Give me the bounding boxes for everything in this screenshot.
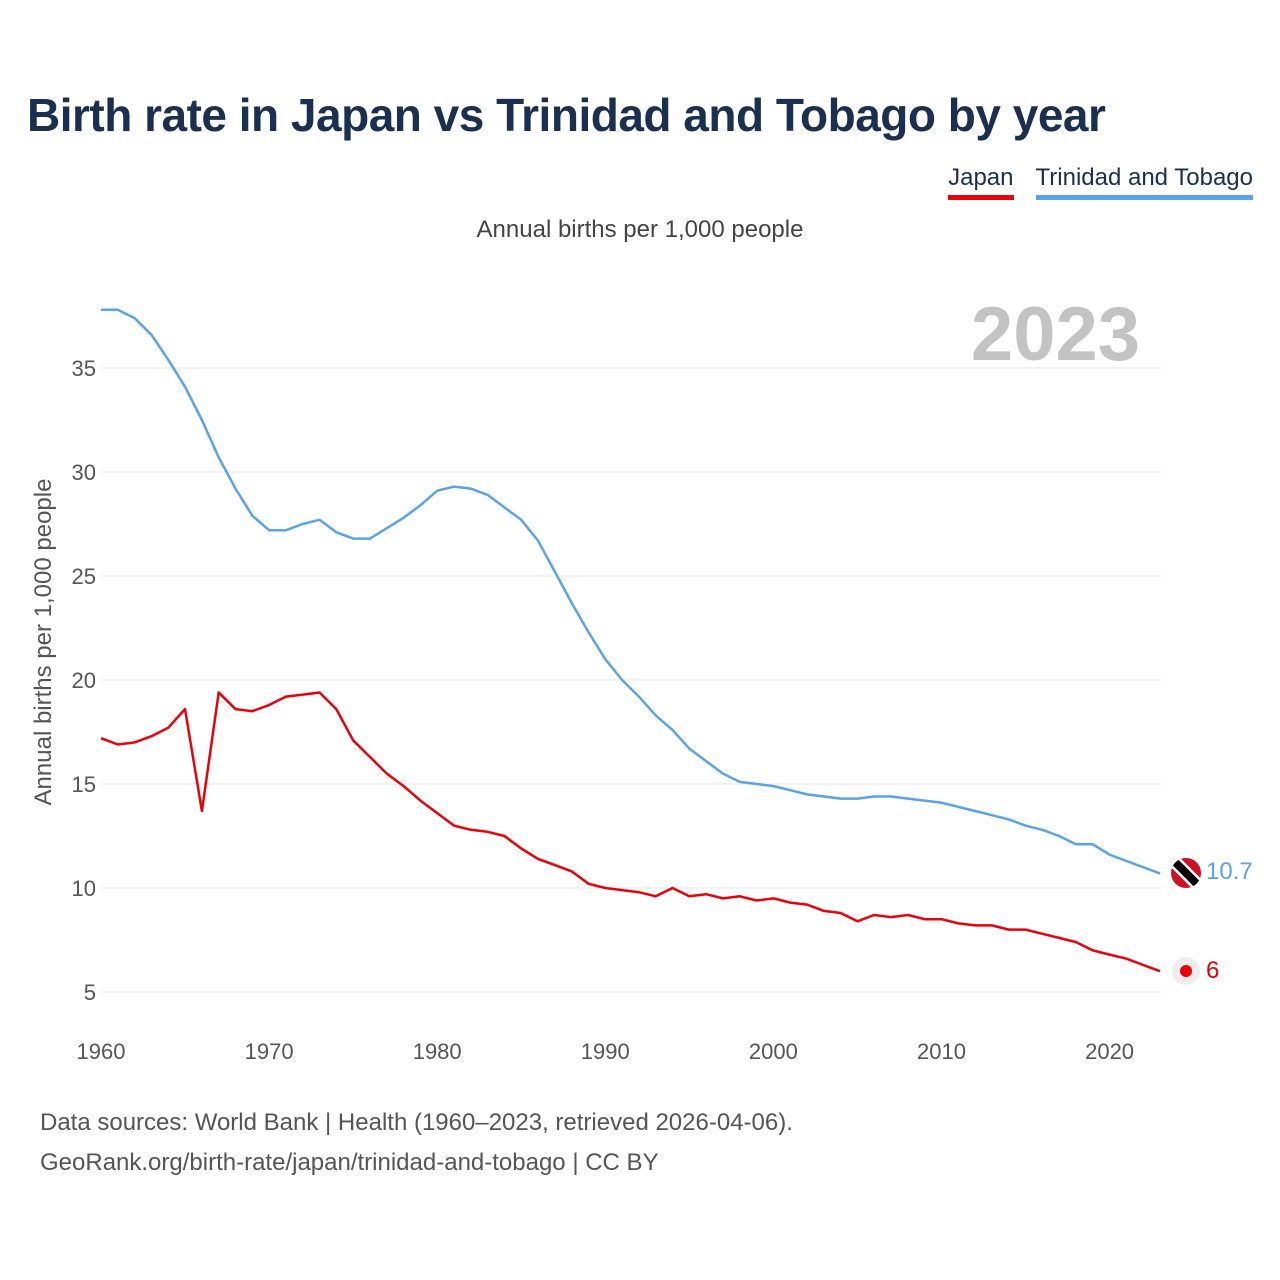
x-axis-ticks: 1960 1970 1980 1990 2000 2010 2020 xyxy=(77,1039,1135,1064)
series-lines xyxy=(100,308,1161,973)
x-tick-label-2010: 2010 xyxy=(917,1039,966,1064)
x-tick-label-2000: 2000 xyxy=(749,1039,798,1064)
source-link[interactable]: GeoRank.org/birth-rate/japan/trinidad-an… xyxy=(40,1149,659,1176)
japan-flag-icon xyxy=(1172,957,1200,985)
end-label-trinidad-and-tobago: 10.7 xyxy=(1206,858,1253,885)
y-axis-ticks: 5 10 15 20 25 30 35 xyxy=(72,356,96,1005)
gridlines xyxy=(101,367,1161,993)
line-chart: 5 10 15 20 25 30 35 1960 1970 1980 1990 2000 2010 20… xyxy=(30,292,1253,1064)
y-tick-label-20: 20 xyxy=(72,668,96,693)
legend-item-japan[interactable]: Japan xyxy=(948,164,1014,200)
y-tick-label-35: 35 xyxy=(72,356,96,381)
y-axis-label: Annual births per 1,000 people xyxy=(30,479,57,806)
x-tick-label-1970: 1970 xyxy=(245,1039,294,1064)
series-line-trinidad-and-tobago[interactable] xyxy=(101,308,1161,875)
chart-subtitle: Annual births per 1,000 people xyxy=(476,216,804,243)
x-tick-label-2020: 2020 xyxy=(1085,1039,1134,1064)
end-label-japan: 6 xyxy=(1206,957,1219,984)
x-tick-label-1990: 1990 xyxy=(581,1039,630,1064)
series-line-japan[interactable] xyxy=(100,691,1161,973)
legend-item-trinidad-and-tobago[interactable]: Trinidad and Tobago xyxy=(1035,164,1253,200)
trinidad-and-tobago-flag-icon xyxy=(1171,858,1201,888)
x-tick-label-1980: 1980 xyxy=(413,1039,462,1064)
y-tick-label-5: 5 xyxy=(84,980,96,1005)
x-tick-label-1960: 1960 xyxy=(77,1039,126,1064)
legend: Japan Trinidad and Tobago xyxy=(948,164,1253,200)
y-tick-label-30: 30 xyxy=(72,460,96,485)
y-tick-label-10: 10 xyxy=(72,876,96,901)
data-sources: Data sources: World Bank | Health (1960–… xyxy=(40,1109,793,1136)
footer: Data sources: World Bank | Health (1960–… xyxy=(40,1103,793,1183)
year-label: 2023 xyxy=(971,292,1140,377)
y-tick-label-25: 25 xyxy=(72,564,96,589)
y-tick-label-15: 15 xyxy=(72,772,96,797)
chart-title: Birth rate in Japan vs Trinidad and Toba… xyxy=(27,89,1106,141)
